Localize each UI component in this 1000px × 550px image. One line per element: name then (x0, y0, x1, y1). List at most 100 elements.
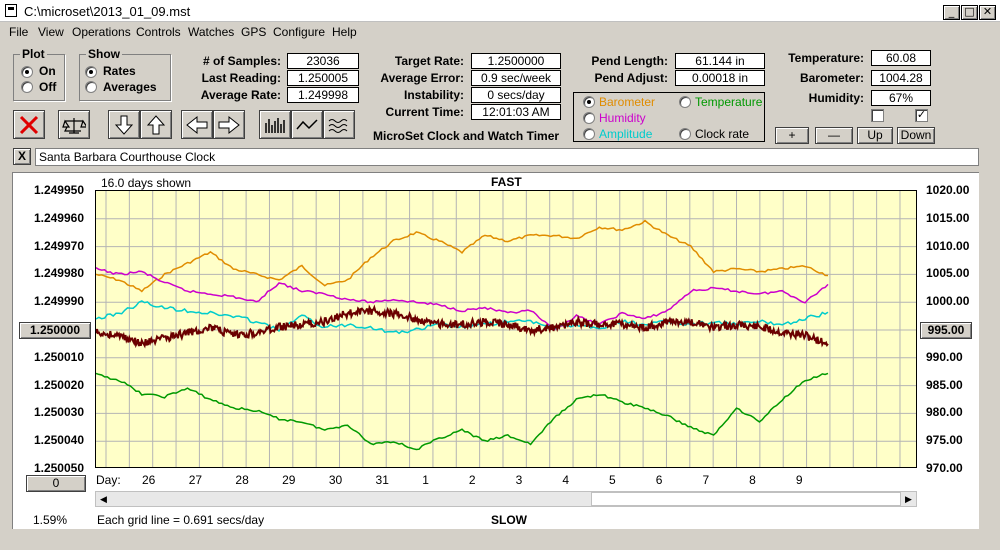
arrow-down-button[interactable] (108, 110, 140, 139)
humidity-option-label: Humidity (599, 111, 646, 125)
scroll-thumb[interactable] (591, 492, 901, 506)
histogram-view-button[interactable] (259, 110, 291, 139)
day-axis-tick: 26 (142, 473, 156, 487)
day-axis-tick: 28 (235, 473, 249, 487)
plot-on-radio[interactable] (21, 66, 33, 78)
temperature-radio[interactable] (679, 96, 691, 108)
wave-view-button[interactable] (323, 110, 355, 139)
pend-length-value: 61.144 in (675, 53, 765, 69)
day-axis-tick: 6 (655, 473, 663, 487)
balance-button[interactable] (58, 110, 90, 139)
show-group-caption: Show (86, 47, 122, 61)
amplitude-option-label: Amplitude (599, 127, 653, 141)
instability-label: Instability: (403, 88, 464, 102)
menu-controls[interactable]: Controls (136, 25, 181, 39)
right-axis-tick: 1005.00 (926, 266, 970, 281)
scale-down-button[interactable]: Down (897, 127, 935, 144)
stop-x-icon (19, 115, 39, 135)
scroll-left-icon[interactable]: ◀ (100, 494, 107, 504)
arrow-up-button[interactable] (140, 110, 172, 139)
temperature-option-label: Temperature (695, 95, 763, 109)
watch-name-field[interactable]: Santa Barbara Courthouse Clock (35, 148, 979, 166)
close-window-button[interactable]: ✕ (979, 5, 996, 20)
maximize-button[interactable]: □ (961, 5, 978, 20)
amplitude-radio[interactable] (583, 128, 595, 140)
barometer-series-line (96, 219, 829, 293)
app-caption: MicroSet Clock and Watch Timer (373, 129, 560, 143)
menu-gps[interactable]: GPS (241, 25, 267, 39)
grid-note: Each grid line = 0.691 secs/day (97, 513, 265, 527)
pend-length-label: Pend Length: (591, 54, 668, 68)
show-group: Show (79, 47, 171, 101)
line-graph-icon (296, 119, 318, 130)
humidity-series-line (96, 267, 829, 330)
menu-configure[interactable]: Configure (273, 25, 326, 39)
fast-label: FAST (491, 175, 522, 189)
title-bar: C:\microset\2013_01_09.mst _ □ ✕ (0, 0, 1000, 22)
arrow-left-button[interactable] (181, 110, 213, 139)
clear-watch-button[interactable]: X (13, 148, 31, 165)
left-axis-tick: 1.250030 (33, 405, 84, 420)
arrow-right-button[interactable] (213, 110, 245, 139)
app-icon (5, 4, 17, 17)
humidity-label: Humidity: (808, 91, 864, 105)
current-time-label: Current Time: (385, 105, 464, 119)
scale-minus-button[interactable]: — (815, 127, 853, 144)
samples-label: # of Samples: (202, 54, 281, 68)
clock-rate-radio[interactable] (679, 128, 691, 140)
aux-checkbox-2[interactable]: ✓ (915, 109, 928, 122)
menu-operations[interactable]: Operations (72, 25, 131, 39)
samples-value: 23036 (287, 53, 359, 69)
target-rate-label: Target Rate: (394, 54, 464, 68)
right-reference-button[interactable]: 995.00 (920, 322, 972, 339)
wave-icon (328, 119, 348, 133)
plot-on-label: On (39, 64, 56, 78)
humidity-radio[interactable] (583, 112, 595, 124)
slow-label: SLOW (491, 513, 527, 527)
left-axis-tick: 1.250040 (33, 433, 84, 448)
scroll-right-icon[interactable]: ▶ (905, 494, 912, 504)
zero-button[interactable]: 0 (26, 475, 86, 492)
day-axis-tick: 27 (188, 473, 203, 487)
plot-off-radio[interactable] (21, 81, 33, 93)
pend-adjust-value: 0.00018 in (675, 70, 765, 86)
arrow-right-icon (218, 115, 240, 135)
window-title: C:\microset\2013_01_09.mst (24, 4, 191, 19)
day-axis-tick: 3 (515, 473, 523, 487)
scale-balance-icon (62, 118, 86, 134)
arrow-down-icon (114, 115, 134, 135)
menu-watches[interactable]: Watches (188, 25, 235, 39)
left-reference-button[interactable]: 1.250000 (19, 322, 91, 339)
show-rates-radio[interactable] (85, 66, 97, 78)
line-view-button[interactable] (291, 110, 323, 139)
left-axis-tick: 1.249960 (33, 210, 84, 225)
menu-view[interactable]: View (38, 25, 64, 39)
arrow-left-icon (186, 115, 208, 135)
scale-up-button[interactable]: Up (857, 127, 893, 144)
menu-bar: File View Operations Controls Watches GP… (0, 22, 1000, 41)
right-axis-tick: 970.00 (926, 461, 963, 475)
right-axis-tick: 1020.00 (926, 183, 970, 197)
horizontal-scrollbar[interactable]: ◀ ▶ (95, 491, 917, 507)
barometer-radio[interactable] (583, 96, 595, 108)
aux-plot-selector (573, 92, 765, 142)
day-axis-tick: 31 (375, 473, 389, 487)
menu-file[interactable]: File (9, 25, 29, 39)
show-averages-radio[interactable] (85, 81, 97, 93)
temperature-value: 60.08 (871, 50, 931, 66)
day-axis-label: Day: (96, 473, 121, 487)
target-rate-value[interactable]: 1.2500000 (471, 53, 561, 69)
scale-plus-button[interactable]: + (775, 127, 809, 144)
current-time-value: 12:01:03 AM (471, 104, 561, 120)
aux-checkbox-1[interactable] (871, 109, 884, 122)
stop-button[interactable] (13, 110, 45, 139)
last-reading-value: 1.250005 (287, 70, 359, 86)
clock-rate-option-label: Clock rate (695, 127, 750, 141)
days-shown-label: 16.0 days shown (101, 176, 192, 190)
minimize-button[interactable]: _ (943, 5, 960, 20)
right-axis-tick: 985.00 (926, 377, 963, 392)
plot-group: Plot (13, 47, 65, 101)
menu-help[interactable]: Help (332, 25, 357, 39)
temperature-label: Temperature: (788, 51, 864, 65)
humidity-value: 67% (871, 90, 931, 106)
